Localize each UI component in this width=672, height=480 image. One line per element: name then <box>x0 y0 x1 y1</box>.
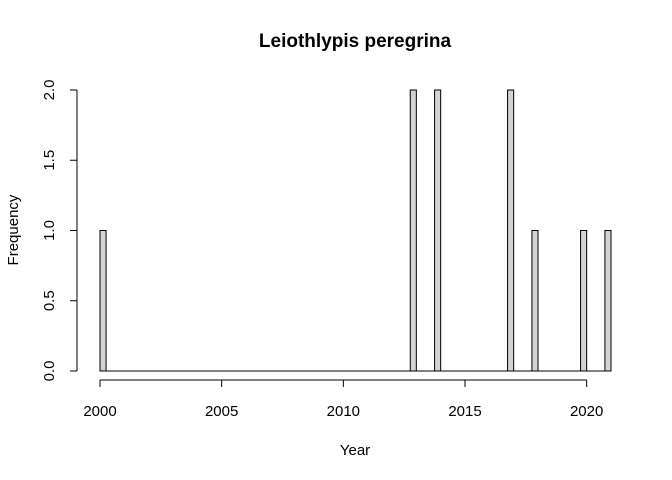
x-tick-label: 2000 <box>83 403 116 420</box>
x-axis-title: Year <box>340 442 370 459</box>
histogram-bar <box>409 89 417 372</box>
x-axis: 2000 2005 2010 2015 2020 <box>83 379 603 420</box>
histogram-bar <box>434 89 442 372</box>
y-tick-label: 2.0 <box>41 80 58 101</box>
x-tick-label: 2005 <box>205 403 238 420</box>
histogram-bar <box>531 230 539 372</box>
y-axis-title: Frequency <box>5 194 22 265</box>
histogram-bar <box>604 230 612 372</box>
chart-title: Leiothlypis peregrina <box>259 31 452 52</box>
histogram-bar <box>507 89 515 372</box>
x-tick-label: 2015 <box>448 403 481 420</box>
y-tick-label: 1.0 <box>41 220 58 241</box>
histogram-bar <box>580 230 588 372</box>
histogram-bar <box>99 230 107 372</box>
y-tick-label: 0.5 <box>41 290 58 311</box>
y-tick-label: 1.5 <box>41 150 58 171</box>
bars-group <box>99 89 612 372</box>
x-tick-label: 2020 <box>570 403 603 420</box>
x-tick-label: 2010 <box>327 403 360 420</box>
y-axis: 0.0 0.5 1.0 1.5 2.0 <box>41 80 78 382</box>
y-tick-label: 0.0 <box>41 361 58 382</box>
